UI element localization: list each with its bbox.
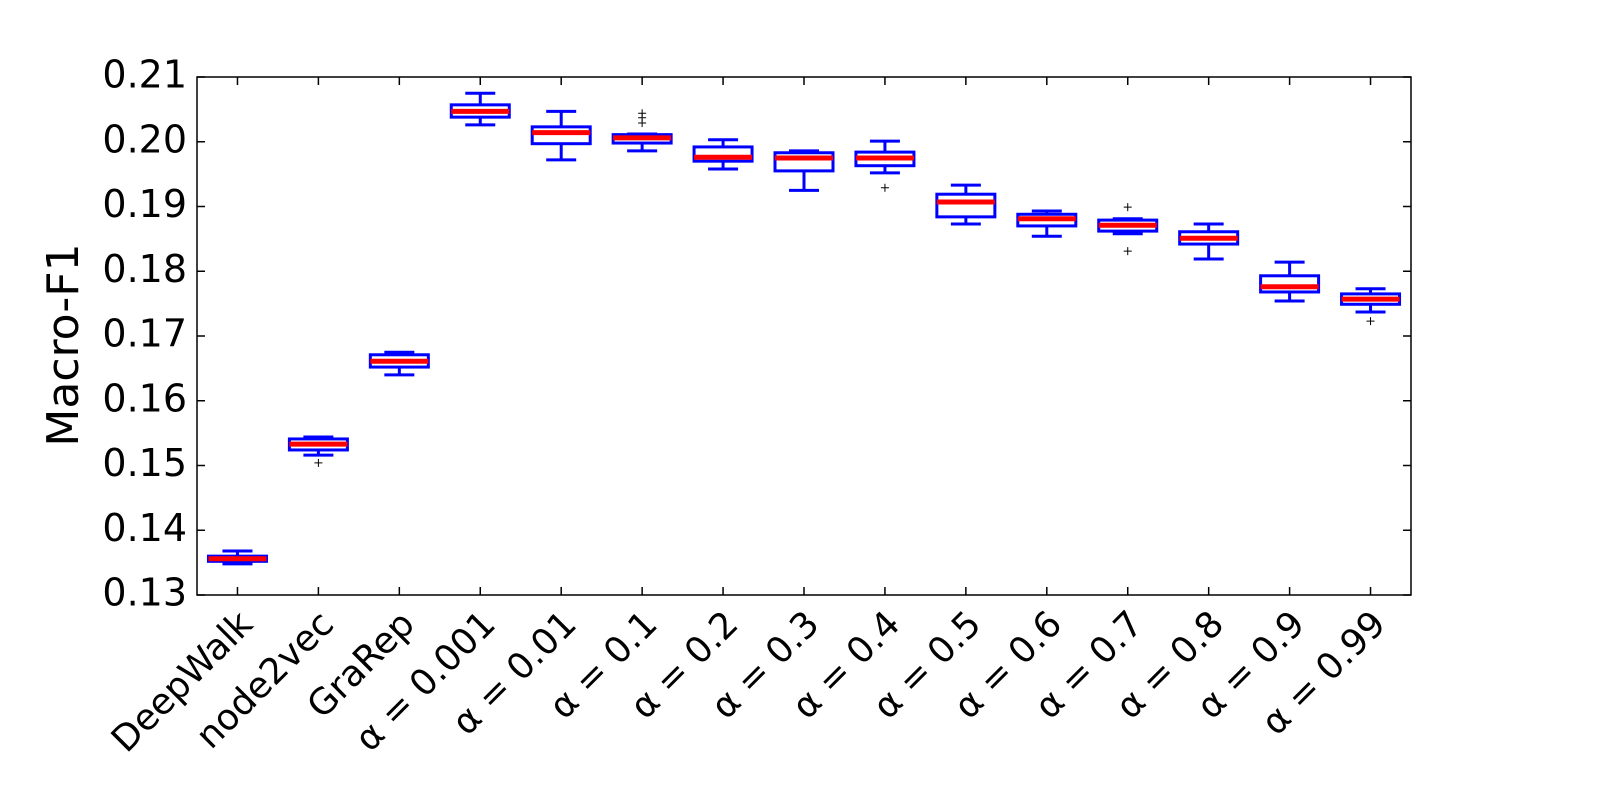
y-tick-label: 0.15: [102, 441, 187, 485]
y-axis-label: Macro-F1: [38, 243, 89, 446]
y-tick-label: 0.21: [102, 53, 187, 97]
flier: [638, 109, 647, 118]
box: [530, 125, 592, 146]
flier: [880, 183, 889, 192]
box: [1259, 274, 1321, 294]
y-tick-label: 0.16: [102, 376, 187, 420]
flier: [1123, 247, 1132, 256]
y-tick-label: 0.19: [102, 182, 187, 226]
flier: [1123, 203, 1132, 212]
flier: [1366, 317, 1375, 326]
box: [935, 192, 997, 219]
y-tick-label: 0.17: [102, 312, 187, 356]
y-tick-label: 0.13: [102, 571, 187, 615]
flier: [314, 458, 323, 467]
y-tick-label: 0.18: [102, 247, 187, 291]
y-tick-label: 0.14: [102, 506, 187, 550]
y-tick-label: 0.20: [102, 117, 187, 161]
